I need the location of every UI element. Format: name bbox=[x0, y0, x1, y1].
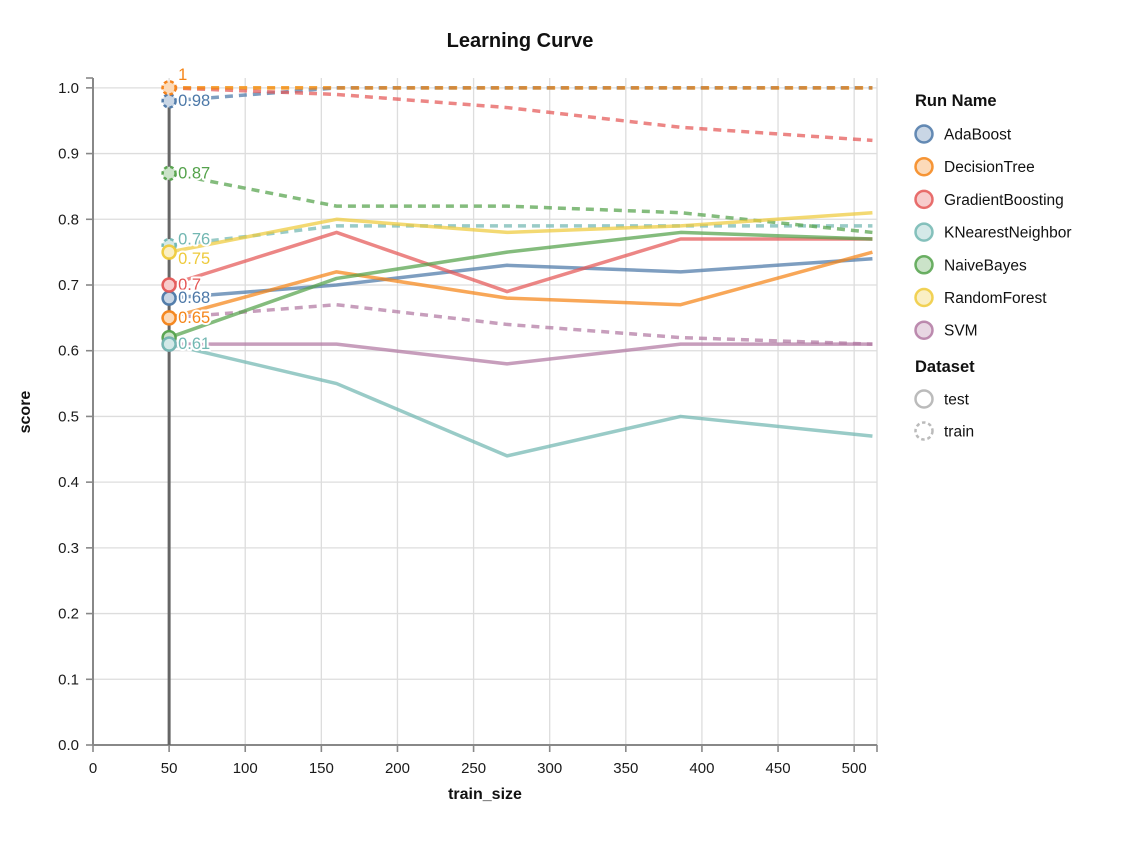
grid-layer bbox=[93, 78, 878, 745]
axes-layer: 0 50 100 150 200 250 300 350 400 450 500 0.0 0.1 0.2 0… bbox=[58, 77, 878, 777]
legend-datasets: test train bbox=[914, 389, 974, 441]
x-tick-label: 450 bbox=[766, 760, 791, 777]
series-line-GradientBoosting-test bbox=[168, 230, 873, 294]
first-point-marker-NaiveBayes-train bbox=[161, 165, 177, 182]
x-axis-title: train_size bbox=[448, 786, 522, 803]
series-line-RandomForest-test bbox=[168, 210, 873, 254]
first-point-marker-bg bbox=[162, 337, 176, 351]
series-line-NaiveBayes-train bbox=[168, 171, 873, 235]
series-line-NaiveBayes-test bbox=[168, 230, 873, 340]
x-tick-label: 200 bbox=[385, 760, 410, 777]
markers-layer bbox=[161, 80, 177, 352]
first-point-marker-bg bbox=[162, 166, 176, 180]
y-tick-label: 0.2 bbox=[58, 606, 79, 623]
x-tick-label: 150 bbox=[309, 760, 334, 777]
legend-item-KNearestNeighbor: KNearestNeighbor bbox=[944, 225, 1072, 242]
y-tick-label: 1.0 bbox=[58, 80, 79, 97]
first-point-marker-KNearestNeighbor-test bbox=[161, 336, 177, 352]
y-tick-label: 0.4 bbox=[58, 474, 79, 491]
chart-title: Learning Curve bbox=[447, 30, 594, 52]
legend-item-GradientBoosting: GradientBoosting bbox=[944, 192, 1064, 209]
first-point-marker-GradientBoosting-test bbox=[161, 277, 177, 293]
first-point-marker-bg bbox=[162, 245, 176, 259]
legend-item-RandomForest: RandomForest bbox=[944, 290, 1047, 307]
y-tick-label: 0.7 bbox=[58, 277, 79, 294]
legend-swatch-KNearestNeighbor bbox=[914, 222, 934, 242]
x-tick-label: 350 bbox=[613, 760, 638, 777]
point-value-label: 0.68 bbox=[178, 289, 210, 307]
series-line-AdaBoost-train bbox=[168, 86, 873, 103]
series-line-KNearestNeighbor-train bbox=[168, 224, 873, 248]
first-point-marker-bg bbox=[162, 94, 176, 108]
y-tick-label: 0.1 bbox=[58, 671, 79, 688]
legend-swatch-DecisionTree bbox=[914, 156, 934, 177]
x-tick-label: 50 bbox=[161, 760, 178, 777]
legend-item-test: test bbox=[944, 392, 970, 409]
legend-runs: AdaBoost DecisionTree GradientBoosting KNea… bbox=[914, 124, 1072, 340]
point-value-label: 0.61 bbox=[178, 335, 210, 353]
legend-item-train: train bbox=[944, 424, 974, 441]
legend-item-SVM: SVM bbox=[944, 323, 978, 340]
first-point-marker-DecisionTree-train bbox=[161, 80, 177, 96]
first-point-marker-AdaBoost-test bbox=[161, 290, 177, 306]
legend-symbol-train bbox=[914, 421, 934, 441]
legend-swatch-NaiveBayes bbox=[914, 255, 934, 275]
series-line-DecisionTree-test bbox=[168, 250, 873, 320]
x-tick-label: 0 bbox=[89, 760, 97, 777]
first-point-marker-DecisionTree-test bbox=[161, 310, 177, 326]
series-layer bbox=[168, 86, 873, 458]
legend-item-AdaBoost: AdaBoost bbox=[944, 127, 1012, 144]
x-tick-label: 300 bbox=[537, 760, 562, 777]
x-tick-label: 250 bbox=[461, 760, 486, 777]
legend-symbol-test bbox=[914, 389, 934, 409]
y-tick-label: 0.6 bbox=[58, 343, 79, 360]
first-point-marker-bg bbox=[162, 291, 176, 305]
point-labels-layer: 1 0.98 0.87 0.760.75 0.70.68 0.65 0.61 bbox=[176, 64, 212, 355]
point-value-label: 0.98 bbox=[178, 92, 210, 110]
legend-swatch-SVM bbox=[914, 320, 934, 340]
legend-item-NaiveBayes: NaiveBayes bbox=[944, 257, 1027, 274]
first-point-marker-bg bbox=[162, 278, 176, 292]
y-tick-label: 0.9 bbox=[58, 146, 79, 163]
legend-swatch-AdaBoost bbox=[914, 124, 934, 144]
legend-dataset-title: Dataset bbox=[915, 358, 975, 376]
y-tick-label: 0.0 bbox=[58, 737, 79, 754]
series-line-SVM-train bbox=[168, 302, 873, 346]
point-value-label: 1 bbox=[178, 66, 187, 84]
first-point-marker-bg bbox=[162, 311, 176, 325]
y-tick-label: 0.8 bbox=[58, 211, 79, 228]
point-value-label: 0.75 bbox=[178, 250, 210, 268]
y-axis-title: score bbox=[17, 391, 34, 434]
legend-run-name-title: Run Name bbox=[915, 92, 997, 110]
legend-item-DecisionTree: DecisionTree bbox=[944, 159, 1035, 176]
first-point-marker-RandomForest-test bbox=[161, 244, 177, 260]
point-value-label: 0.87 bbox=[178, 164, 210, 182]
point-value-label: 0.65 bbox=[178, 309, 210, 327]
first-point-marker-bg bbox=[162, 81, 176, 95]
y-tick-label: 0.5 bbox=[58, 408, 79, 425]
series-line-AdaBoost-test bbox=[168, 256, 873, 300]
legend-swatch-GradientBoosting bbox=[914, 189, 934, 210]
series-line-KNearestNeighbor-test bbox=[168, 342, 873, 458]
x-tick-label: 400 bbox=[689, 760, 714, 777]
series-line-SVM-test bbox=[169, 342, 873, 366]
point-value-label: 0.76 bbox=[178, 231, 210, 249]
x-tick-label: 100 bbox=[233, 760, 258, 777]
point-value-label: 0.7 bbox=[178, 276, 201, 294]
first-point-marker-AdaBoost-train bbox=[161, 93, 177, 109]
x-tick-label: 500 bbox=[842, 760, 867, 777]
legend-swatch-RandomForest bbox=[914, 287, 934, 308]
y-tick-label: 0.3 bbox=[58, 540, 79, 557]
series-line-GradientBoosting-train bbox=[169, 86, 873, 143]
